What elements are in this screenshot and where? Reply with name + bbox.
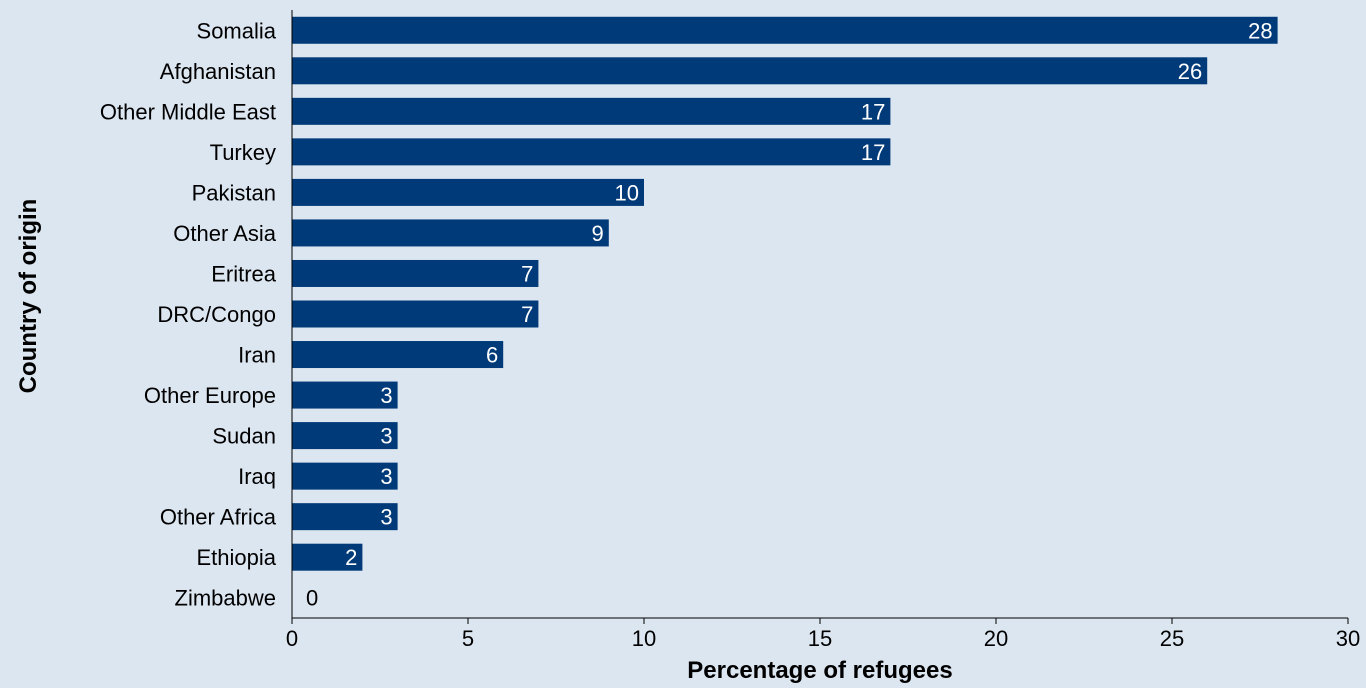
value-label-other-europe: 3 [380,383,392,408]
x-axis-title: Percentage of refugees [687,657,952,684]
bar-iran [292,341,504,369]
category-label-other-europe: Other Europe [144,383,276,408]
value-label-afghanistan: 26 [1178,59,1202,84]
x-tick-label-0: 0 [286,626,298,651]
x-tick-label-10: 10 [632,626,656,651]
x-tick-label-5: 5 [462,626,474,651]
bar-eritrea [292,259,539,287]
category-label-afghanistan: Afghanistan [160,59,276,84]
bar-other-europe [292,381,398,409]
bar-sudan [292,422,398,450]
bar-pakistan [292,178,644,206]
value-label-other-africa: 3 [380,505,392,530]
value-label-other-asia: 9 [592,221,604,246]
bar-afghanistan [292,57,1208,85]
value-label-pakistan: 10 [615,180,639,205]
value-label-other-middle-east: 17 [861,99,885,124]
category-labels: Somalia Afghanistan Other Middle East Turke… [100,18,277,610]
bar-ethiopia [292,543,363,571]
category-label-zimbabwe: Zimbabwe [175,586,276,611]
bar-drc-congo [292,300,539,328]
bar-iraq [292,462,398,490]
value-label-iraq: 3 [380,464,392,489]
category-label-eritrea: Eritrea [211,261,277,286]
x-axis-ticks: 0 5 10 15 20 25 30 [286,618,1360,651]
x-tick-label-25: 25 [1160,626,1184,651]
bar-group [292,16,1278,571]
value-label-drc-congo: 7 [521,302,533,327]
x-tick-label-20: 20 [984,626,1008,651]
value-label-zimbabwe: 0 [306,586,318,611]
value-label-somalia: 28 [1248,18,1272,43]
category-label-drc-congo: DRC/Congo [157,302,276,327]
category-label-iraq: Iraq [238,464,276,489]
value-label-ethiopia: 2 [345,545,357,570]
category-label-iran: Iran [238,343,276,368]
bar-somalia [292,16,1278,44]
bar-other-middle-east [292,97,891,125]
bar-other-asia [292,219,609,247]
x-tick-label-15: 15 [808,626,832,651]
category-label-somalia: Somalia [197,18,277,43]
y-axis-title: Country of origin [15,199,42,394]
category-label-ethiopia: Ethiopia [196,545,276,570]
category-label-other-middle-east: Other Middle East [100,99,276,124]
bar-other-africa [292,503,398,531]
value-label-sudan: 3 [380,424,392,449]
category-label-turkey: Turkey [210,140,276,165]
category-label-sudan: Sudan [212,424,276,449]
value-label-iran: 6 [486,343,498,368]
category-label-other-asia: Other Asia [173,221,276,246]
category-label-pakistan: Pakistan [192,180,276,205]
value-label-eritrea: 7 [521,261,533,286]
x-tick-label-30: 30 [1336,626,1360,651]
value-label-turkey: 17 [861,140,885,165]
category-label-other-africa: Other Africa [160,505,277,530]
bar-turkey [292,138,891,166]
